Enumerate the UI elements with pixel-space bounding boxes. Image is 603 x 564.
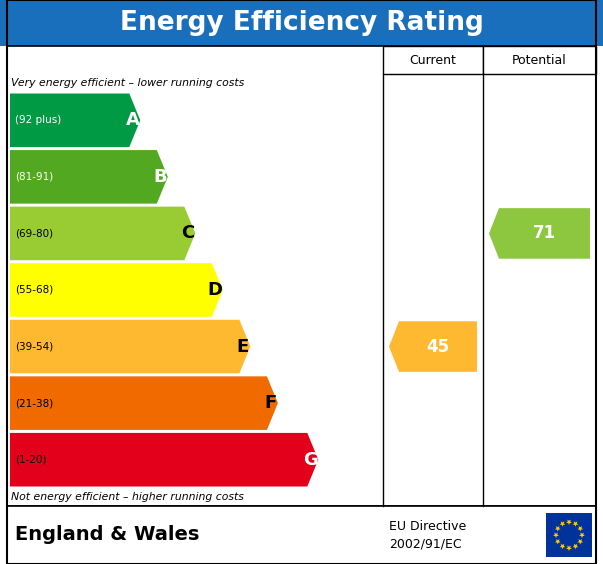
Polygon shape — [573, 521, 578, 527]
Polygon shape — [10, 94, 140, 147]
Polygon shape — [578, 539, 583, 544]
Bar — [546, 513, 592, 557]
Text: A: A — [126, 111, 140, 129]
Text: Very energy efficient – lower running costs: Very energy efficient – lower running co… — [11, 78, 244, 88]
Bar — [0, 0, 603, 46]
Text: Potential: Potential — [512, 54, 567, 67]
Polygon shape — [578, 526, 583, 531]
Bar — [483, 46, 596, 74]
Text: (21-38): (21-38) — [15, 398, 53, 408]
Text: (69-80): (69-80) — [15, 228, 53, 239]
Polygon shape — [579, 532, 585, 538]
Polygon shape — [10, 376, 278, 430]
Text: Not energy efficient – higher running costs: Not energy efficient – higher running co… — [11, 492, 244, 502]
Polygon shape — [489, 208, 590, 259]
Polygon shape — [560, 521, 566, 527]
Text: Energy Efficiency Rating: Energy Efficiency Rating — [119, 10, 484, 36]
Text: 71: 71 — [533, 224, 556, 243]
Polygon shape — [566, 545, 572, 551]
Polygon shape — [389, 321, 477, 372]
Polygon shape — [555, 526, 561, 531]
Text: England & Wales: England & Wales — [15, 526, 200, 544]
Text: E: E — [237, 338, 249, 355]
Polygon shape — [573, 544, 578, 549]
Polygon shape — [560, 544, 566, 549]
Text: D: D — [208, 281, 223, 299]
Text: (81-91): (81-91) — [15, 172, 53, 182]
Bar — [383, 46, 483, 74]
Polygon shape — [10, 150, 168, 204]
Polygon shape — [10, 206, 195, 260]
Text: (55-68): (55-68) — [15, 285, 53, 295]
Polygon shape — [10, 433, 318, 487]
Text: G: G — [303, 451, 318, 469]
Text: Current: Current — [409, 54, 456, 67]
Polygon shape — [566, 519, 572, 525]
Bar — [7, 46, 596, 506]
Bar — [7, 506, 596, 564]
Polygon shape — [10, 263, 223, 317]
Text: EU Directive
2002/91/EC: EU Directive 2002/91/EC — [389, 519, 466, 550]
Text: (1-20): (1-20) — [15, 455, 46, 465]
Text: (39-54): (39-54) — [15, 342, 53, 351]
Text: 45: 45 — [426, 338, 450, 355]
Text: F: F — [264, 394, 277, 412]
Text: B: B — [154, 168, 167, 186]
Polygon shape — [555, 539, 561, 544]
Text: (92 plus): (92 plus) — [15, 115, 62, 125]
Polygon shape — [10, 320, 250, 373]
Polygon shape — [553, 532, 559, 538]
Text: C: C — [182, 224, 194, 243]
